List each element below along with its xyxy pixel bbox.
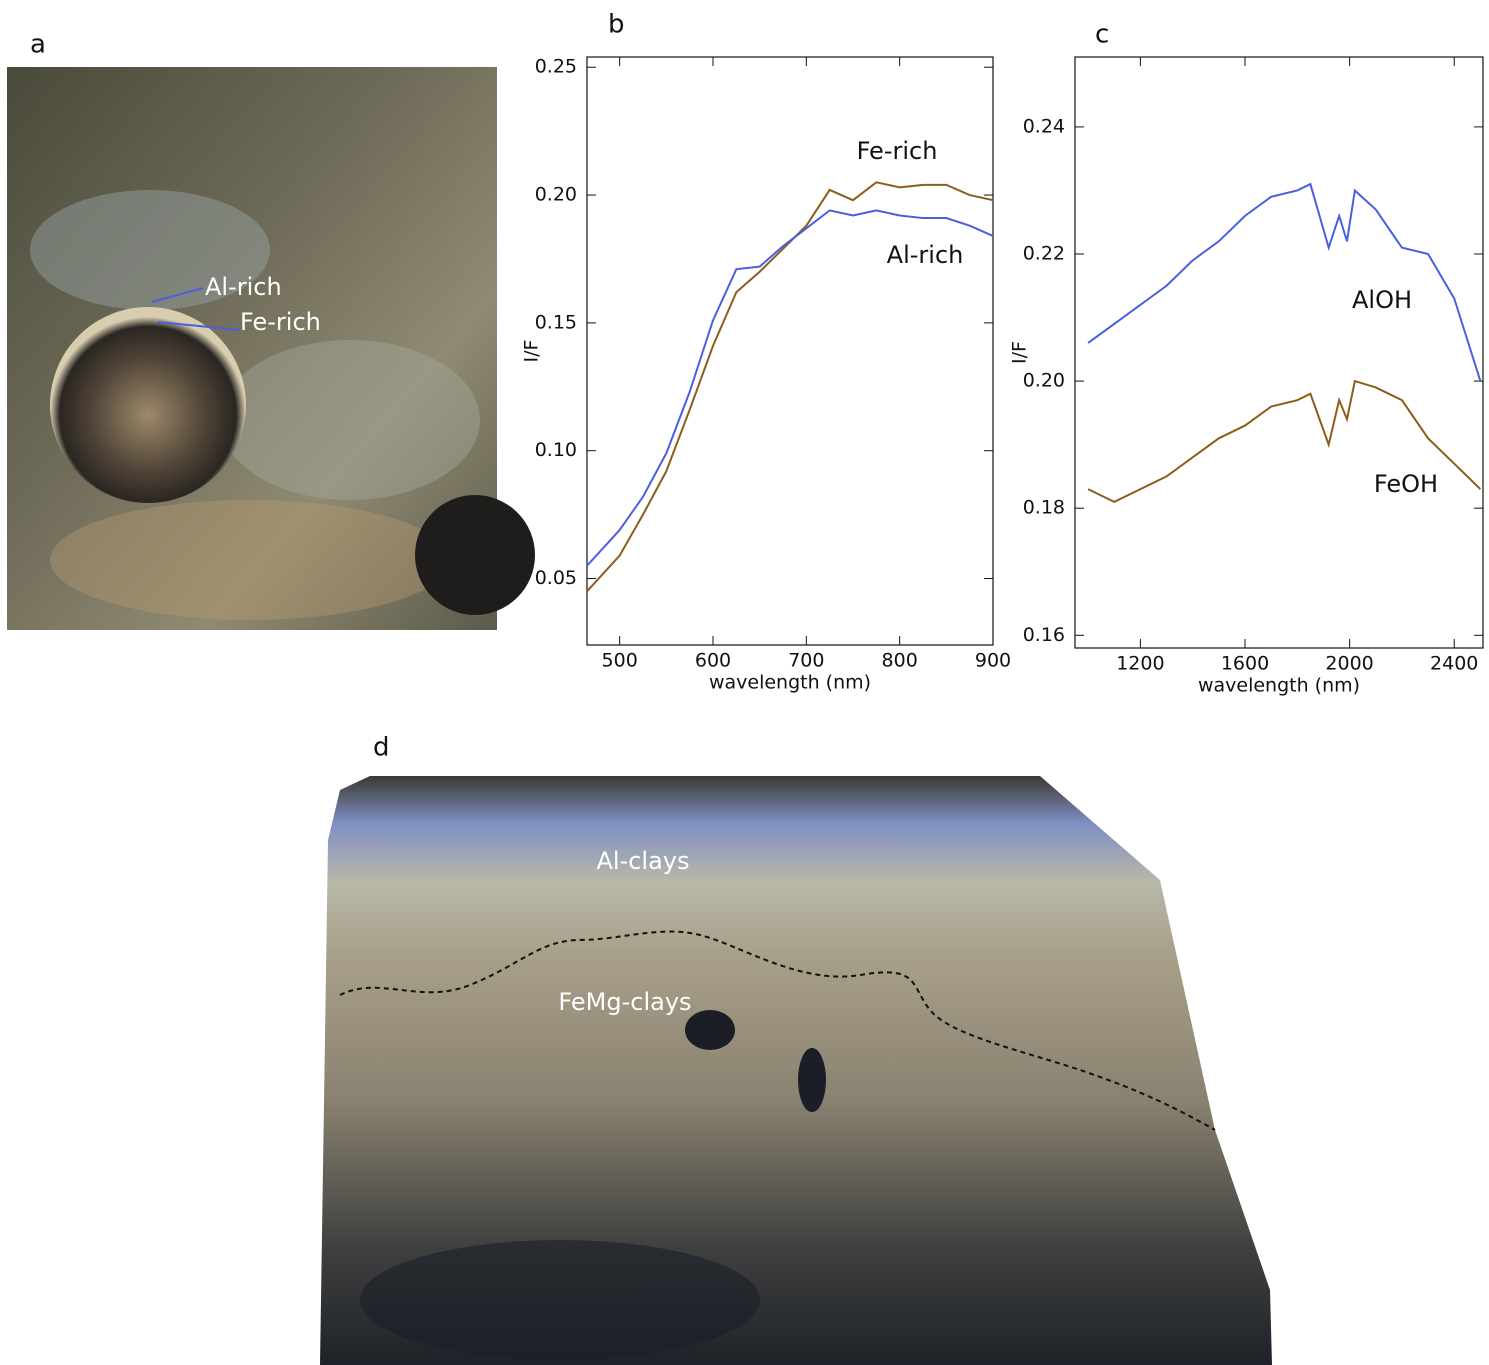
series-label: FeOH <box>1374 470 1438 498</box>
x-axis-label: wavelength (nm) <box>1198 675 1360 697</box>
annotation: Fe-rich <box>240 308 321 336</box>
panel-label: c <box>1095 20 1109 50</box>
x-tick-label: 700 <box>788 650 824 672</box>
panel-label: b <box>608 10 625 40</box>
x-tick-label: 1200 <box>1116 653 1164 675</box>
y-tick-label: 0.22 <box>1023 243 1065 265</box>
series-label: AlOH <box>1352 286 1412 314</box>
x-tick-label: 600 <box>695 650 731 672</box>
series-line <box>1088 184 1480 381</box>
x-axis-label: wavelength (nm) <box>709 672 871 694</box>
x-tick-label: 800 <box>882 650 918 672</box>
figure: a Al-rich Fe-rich d Al-clays FeMg-clays … <box>0 0 1489 1365</box>
plot-frame <box>1075 57 1483 648</box>
x-tick-label: 2400 <box>1430 653 1478 675</box>
annotation: Al-rich <box>205 273 282 301</box>
y-tick-label: 0.10 <box>535 439 577 461</box>
y-tick-label: 0.25 <box>535 56 577 78</box>
x-tick-label: 2000 <box>1325 653 1373 675</box>
series-label: Fe-rich <box>857 137 938 165</box>
x-tick-label: 1600 <box>1221 653 1269 675</box>
y-tick-label: 0.16 <box>1023 624 1065 646</box>
panel-label: a <box>30 30 46 60</box>
y-axis-label: I/F <box>1009 341 1031 364</box>
series-label: Al-rich <box>887 241 964 269</box>
x-tick-label: 500 <box>602 650 638 672</box>
panel-label: d <box>373 733 390 763</box>
panel-a-image <box>7 67 535 630</box>
annotation: FeMg-clays <box>558 988 691 1016</box>
x-tick-label: 900 <box>975 650 1011 672</box>
y-tick-label: 0.05 <box>535 567 577 589</box>
y-tick-label: 0.15 <box>535 311 577 333</box>
y-tick-label: 0.20 <box>535 184 577 206</box>
y-tick-label: 0.18 <box>1023 497 1065 519</box>
panel-d-image <box>320 776 1272 1365</box>
y-tick-label: 0.24 <box>1023 115 1065 137</box>
annotation: Al-clays <box>596 847 689 875</box>
y-tick-label: 0.20 <box>1023 370 1065 392</box>
y-axis-label: I/F <box>521 340 543 363</box>
